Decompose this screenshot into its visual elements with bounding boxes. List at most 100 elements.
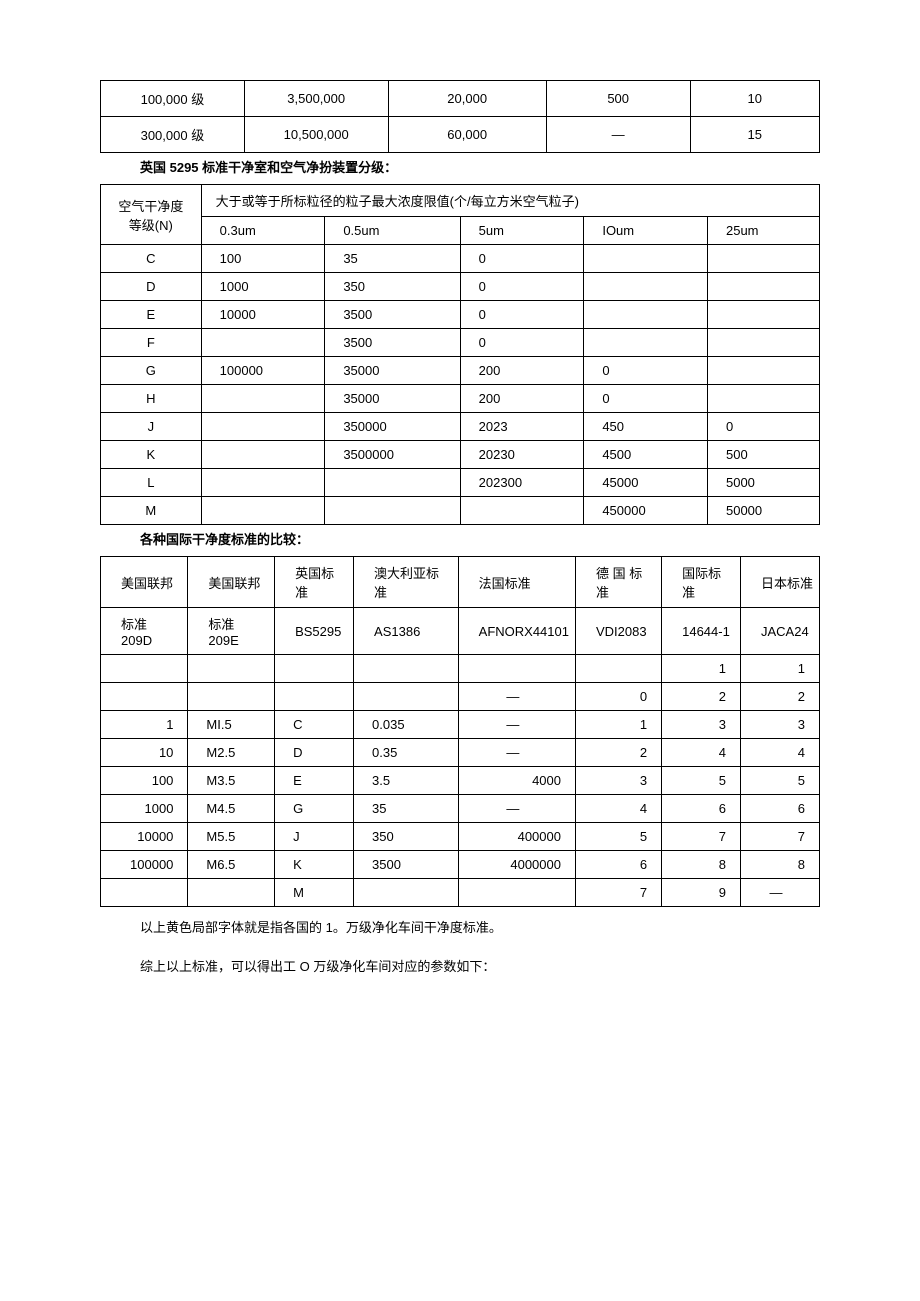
table-cell: — [458, 795, 575, 823]
table-cell: 0 [707, 413, 819, 441]
table-cell: 3 [662, 711, 741, 739]
table-row: 1000M4.5G35—466 [101, 795, 820, 823]
table-cell [275, 655, 354, 683]
table-cell: 1 [101, 711, 188, 739]
table-cell: 50000 [707, 497, 819, 525]
table-cell: 10 [690, 81, 819, 117]
standard-code-header: VDI2083 [575, 608, 661, 655]
table-cell [201, 385, 325, 413]
table-cell: 20230 [460, 441, 584, 469]
grade-label: H [101, 385, 202, 413]
table-bs5295-grades: 空气干净度等级(N)大于或等于所标粒径的粒子最大浓度限值(个/每立方米空气粒子)… [100, 184, 820, 525]
table-row: 10000M5.5J350400000577 [101, 823, 820, 851]
table-row: C100350 [101, 245, 820, 273]
table-cell [354, 683, 459, 711]
table-cell: 35 [325, 245, 460, 273]
table-cell: 8 [740, 851, 819, 879]
table-cell: M4.5 [188, 795, 275, 823]
table-cell: 3500000 [325, 441, 460, 469]
table-cell [201, 413, 325, 441]
table-cell: 350 [354, 823, 459, 851]
title-comparison: 各种国际干净度标准的比较： [140, 529, 820, 548]
table-cell: 7 [740, 823, 819, 851]
table-cell [354, 655, 459, 683]
header-grade-n: 空气干净度等级(N) [101, 185, 202, 245]
standard-code-header: JACA24 [740, 608, 819, 655]
table-cell: 100000 [101, 851, 188, 879]
table-cell: 6 [740, 795, 819, 823]
table-row: M79— [101, 879, 820, 907]
table-cell: 202300 [460, 469, 584, 497]
table-cell: 2 [575, 739, 661, 767]
grade-label: D [101, 273, 202, 301]
table-cell: 1 [740, 655, 819, 683]
table-cell [707, 385, 819, 413]
grade-label: E [101, 301, 202, 329]
table-cell: E [275, 767, 354, 795]
table-cell: 10000 [201, 301, 325, 329]
standard-country-header: 美国联邦 [188, 557, 275, 608]
table-cell: G [275, 795, 354, 823]
table-cell [201, 441, 325, 469]
table-cell: 2 [740, 683, 819, 711]
standard-country-header: 日本标准 [740, 557, 819, 608]
grade-label: G [101, 357, 202, 385]
table-cell: 3 [575, 767, 661, 795]
grade-label: K [101, 441, 202, 469]
table-cell [101, 655, 188, 683]
table-row: K3500000202304500500 [101, 441, 820, 469]
table-cell: 15 [690, 117, 819, 153]
table-cell: 1000 [201, 273, 325, 301]
table-cell [188, 879, 275, 907]
table-cell: 4000000 [458, 851, 575, 879]
title-bs5295: 英国 5295 标准干净室和空气净扮装置分级： [140, 157, 820, 176]
table-cell: 35 [354, 795, 459, 823]
table-row: F35000 [101, 329, 820, 357]
table-cell: — [546, 117, 690, 153]
table-international-comparison: 美国联邦美国联邦英国标准澳大利亚标准法国标准德 国 标准国际标准日本标准标准 2… [100, 556, 820, 907]
table-cell: J [275, 823, 354, 851]
standard-code-header: AS1386 [354, 608, 459, 655]
table-cell [584, 245, 708, 273]
table-cell: 350000 [325, 413, 460, 441]
table-cell [707, 273, 819, 301]
table-cell: — [458, 683, 575, 711]
table-cell: 5000 [707, 469, 819, 497]
grade-label: J [101, 413, 202, 441]
table-cell: 6 [575, 851, 661, 879]
table-cell: 60,000 [388, 117, 546, 153]
table-cell [101, 683, 188, 711]
table-cell: 9 [662, 879, 741, 907]
table-cell: 0 [460, 301, 584, 329]
table-row: 100M3.5E3.54000355 [101, 767, 820, 795]
standard-code-header: 14644-1 [662, 608, 741, 655]
table-cell: 1000 [101, 795, 188, 823]
table-cell: M3.5 [188, 767, 275, 795]
table-cell [575, 655, 661, 683]
table-cell: 8 [662, 851, 741, 879]
table-cell: MI.5 [188, 711, 275, 739]
table-cell [325, 469, 460, 497]
grade-label: L [101, 469, 202, 497]
table-cell [201, 329, 325, 357]
standard-country-header: 国际标准 [662, 557, 741, 608]
table-cell [460, 497, 584, 525]
table-cell: 45000 [584, 469, 708, 497]
table-cell: M5.5 [188, 823, 275, 851]
table-cell [707, 357, 819, 385]
table-cell: 4000 [458, 767, 575, 795]
column-header: 0.5um [325, 217, 460, 245]
table-row: 100000M6.5K35004000000688 [101, 851, 820, 879]
table-row: 100,000 级3,500,00020,00050010 [101, 81, 820, 117]
table-cell: — [458, 739, 575, 767]
table-cell: 3500 [325, 329, 460, 357]
table-cell: — [458, 711, 575, 739]
table-cell: 6 [662, 795, 741, 823]
table-cell: 0 [584, 357, 708, 385]
table-cell [275, 683, 354, 711]
table-cell: 20,000 [388, 81, 546, 117]
table-cell: 2 [662, 683, 741, 711]
table-cell [458, 655, 575, 683]
table-cleanroom-levels: 100,000 级3,500,00020,00050010300,000 级10… [100, 80, 820, 153]
table-cell [584, 273, 708, 301]
